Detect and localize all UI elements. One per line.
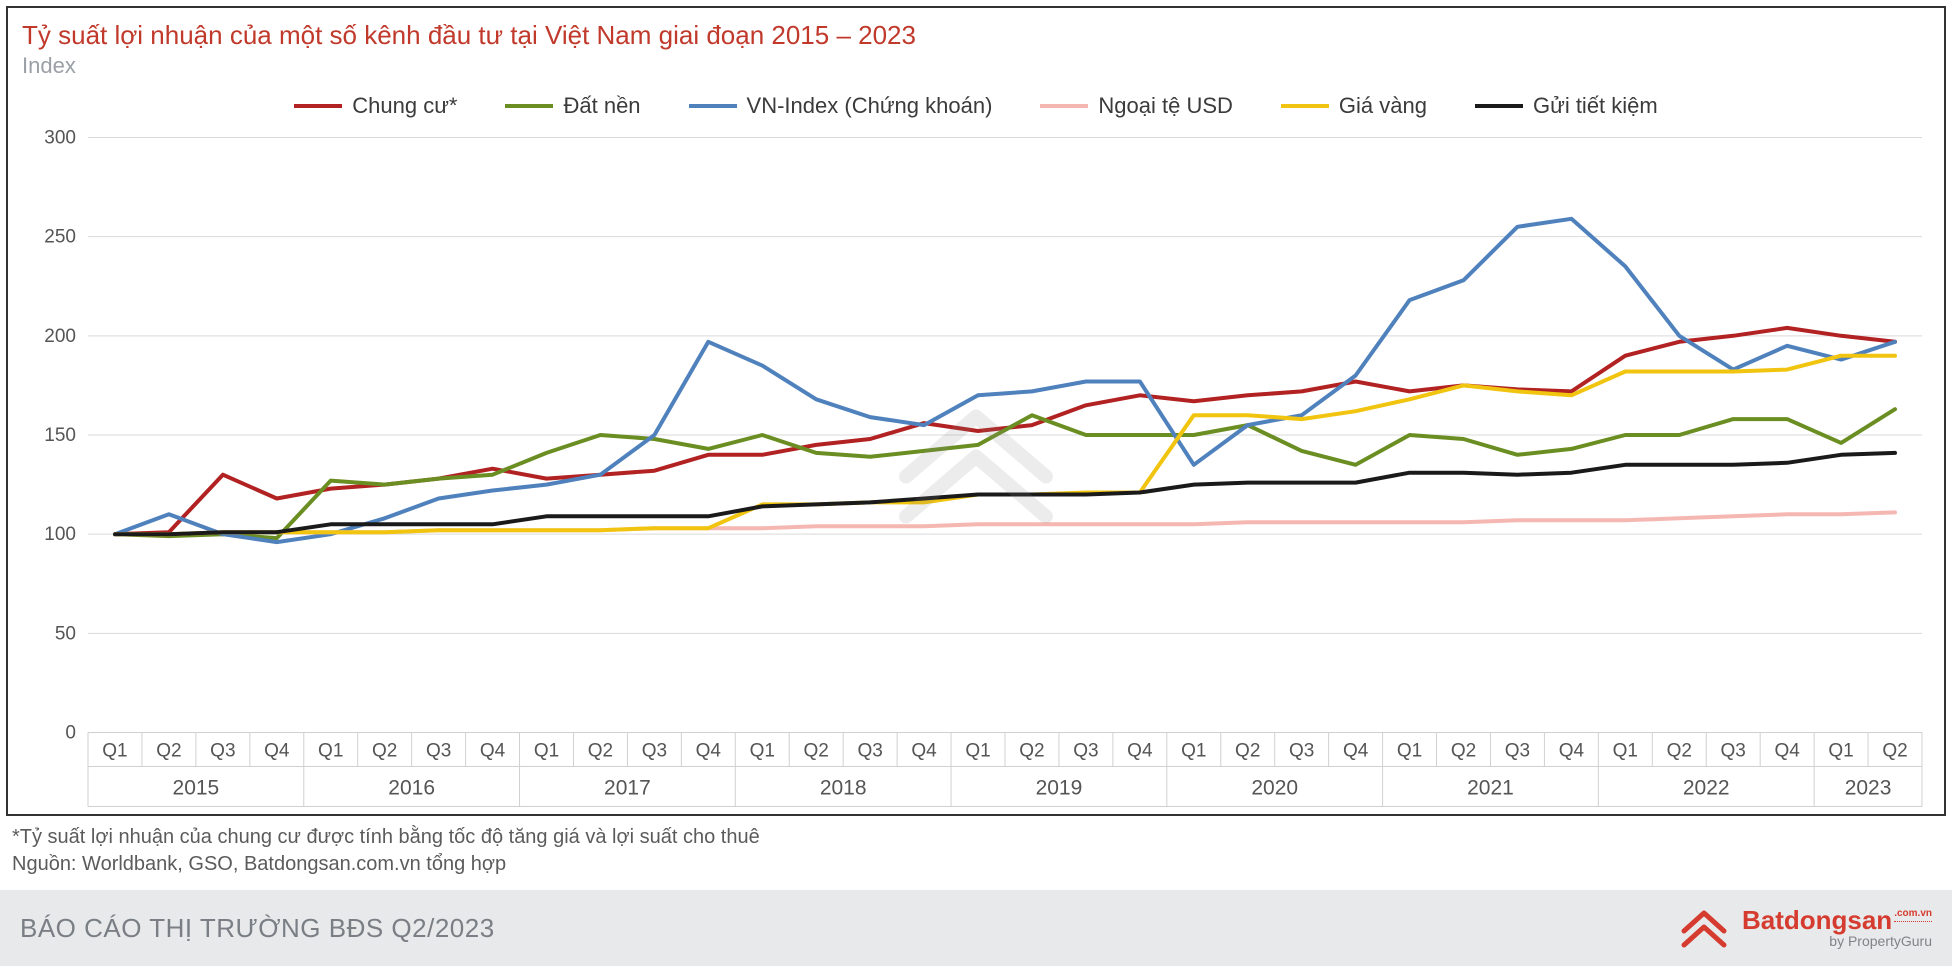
brand-sub: by PropertyGuru	[1829, 934, 1932, 949]
svg-text:250: 250	[44, 227, 76, 248]
svg-text:2015: 2015	[173, 777, 220, 800]
svg-text:Q1: Q1	[102, 741, 127, 762]
legend-label: VN-Index (Chứng khoán)	[747, 93, 993, 119]
svg-text:100: 100	[44, 524, 76, 545]
svg-text:Q3: Q3	[1505, 741, 1530, 762]
svg-text:Q3: Q3	[426, 741, 451, 762]
svg-text:2019: 2019	[1036, 777, 1083, 800]
svg-text:Q3: Q3	[1289, 741, 1314, 762]
svg-text:Q4: Q4	[696, 741, 722, 762]
legend-item-vnindex: VN-Index (Chứng khoán)	[689, 93, 993, 119]
brand-name: Batdongsan	[1742, 907, 1892, 934]
legend-item-usd: Ngoại tệ USD	[1040, 93, 1233, 119]
chart-title: Tỷ suất lợi nhuận của một số kênh đầu tư…	[22, 20, 1930, 51]
svg-text:Q3: Q3	[210, 741, 235, 762]
svg-text:Q2: Q2	[804, 741, 829, 762]
legend-label: Đất nền	[563, 93, 640, 119]
svg-text:Q4: Q4	[1127, 741, 1153, 762]
series-line-vang	[115, 356, 1895, 535]
svg-text:50: 50	[55, 623, 76, 644]
report-title: BÁO CÁO THỊ TRƯỜNG BĐS Q2/2023	[20, 913, 495, 944]
brand-suffix: .com.vn	[1894, 909, 1932, 922]
svg-text:Q3: Q3	[1721, 741, 1746, 762]
chart-frame: Tỷ suất lợi nhuận của một số kênh đầu tư…	[6, 6, 1946, 816]
legend-swatch	[1040, 104, 1088, 108]
svg-text:2021: 2021	[1467, 777, 1514, 800]
svg-text:Q1: Q1	[1181, 741, 1206, 762]
svg-text:Q2: Q2	[156, 741, 181, 762]
chart-svg: 0 50 100 150 200 250 300 Q1 Q2 Q3 Q4 Q1 Q2 Q3 Q4 Q1 Q2 Q3…	[18, 125, 1934, 813]
svg-text:Q4: Q4	[1559, 741, 1585, 762]
svg-text:Q2: Q2	[1882, 741, 1907, 762]
svg-text:Q3: Q3	[857, 741, 882, 762]
svg-text:Q1: Q1	[965, 741, 990, 762]
page-root: Tỷ suất lợi nhuận của một số kênh đầu tư…	[0, 0, 1952, 966]
footnote-line: Nguồn: Worldbank, GSO, Batdongsan.com.vn…	[12, 851, 1940, 878]
legend-label: Giá vàng	[1339, 93, 1427, 119]
svg-text:2017: 2017	[604, 777, 651, 800]
svg-text:Q2: Q2	[1451, 741, 1476, 762]
footer-bar: BÁO CÁO THỊ TRƯỜNG BĐS Q2/2023 Batdongsa…	[0, 890, 1952, 966]
svg-text:Q3: Q3	[1073, 741, 1098, 762]
legend-swatch	[1475, 104, 1523, 108]
chart-plot-area: 0 50 100 150 200 250 300 Q1 Q2 Q3 Q4 Q1 Q2 Q3 Q4 Q1 Q2 Q3…	[18, 125, 1934, 813]
svg-text:Q1: Q1	[1613, 741, 1638, 762]
svg-text:Q1: Q1	[1828, 741, 1853, 762]
svg-text:2018: 2018	[820, 777, 867, 800]
svg-text:Q2: Q2	[588, 741, 613, 762]
svg-text:Q4: Q4	[264, 741, 290, 762]
legend-swatch	[505, 104, 553, 108]
legend-swatch	[1281, 104, 1329, 108]
legend-item-datnen: Đất nền	[505, 93, 640, 119]
svg-text:Q2: Q2	[1667, 741, 1692, 762]
svg-text:Q2: Q2	[1235, 741, 1260, 762]
chart-title-block: Tỷ suất lợi nhuận của một số kênh đầu tư…	[8, 8, 1944, 83]
svg-text:150: 150	[44, 425, 76, 446]
svg-text:Q1: Q1	[534, 741, 559, 762]
chart-legend: Chung cư* Đất nền VN-Index (Chứng khoán)…	[8, 83, 1944, 125]
legend-item-tietkiem: Gửi tiết kiệm	[1475, 93, 1658, 119]
svg-text:2023: 2023	[1845, 777, 1892, 800]
svg-text:2016: 2016	[388, 777, 435, 800]
svg-text:0: 0	[65, 723, 76, 744]
svg-text:Q3: Q3	[642, 741, 667, 762]
legend-item-chungcu: Chung cư*	[294, 93, 457, 119]
svg-text:Q1: Q1	[750, 741, 775, 762]
svg-text:Q1: Q1	[1397, 741, 1422, 762]
legend-swatch	[689, 104, 737, 108]
chart-subtitle: Index	[22, 53, 1930, 79]
brand-block: Batdongsan .com.vn by PropertyGuru	[1678, 905, 1932, 951]
legend-item-vang: Giá vàng	[1281, 93, 1427, 119]
footnote-line: *Tỷ suất lợi nhuận của chung cư được tín…	[12, 824, 1940, 851]
svg-text:Q2: Q2	[372, 741, 397, 762]
brand-text: Batdongsan .com.vn by PropertyGuru	[1742, 907, 1932, 949]
svg-text:Q2: Q2	[1019, 741, 1044, 762]
svg-text:300: 300	[44, 128, 76, 149]
brand-name-row: Batdongsan .com.vn	[1742, 907, 1932, 934]
svg-text:Q4: Q4	[911, 741, 937, 762]
svg-text:2020: 2020	[1251, 777, 1298, 800]
legend-label: Gửi tiết kiệm	[1533, 93, 1658, 119]
svg-text:Q4: Q4	[480, 741, 506, 762]
svg-text:Q4: Q4	[1774, 741, 1800, 762]
svg-text:200: 200	[44, 326, 76, 347]
legend-label: Chung cư*	[352, 93, 457, 119]
svg-text:2022: 2022	[1683, 777, 1730, 800]
svg-text:Q4: Q4	[1343, 741, 1369, 762]
legend-label: Ngoại tệ USD	[1098, 93, 1233, 119]
brand-logo-icon	[1678, 905, 1730, 951]
svg-text:Q1: Q1	[318, 741, 343, 762]
chart-footnotes: *Tỷ suất lợi nhuận của chung cư được tín…	[0, 816, 1952, 884]
legend-swatch	[294, 104, 342, 108]
